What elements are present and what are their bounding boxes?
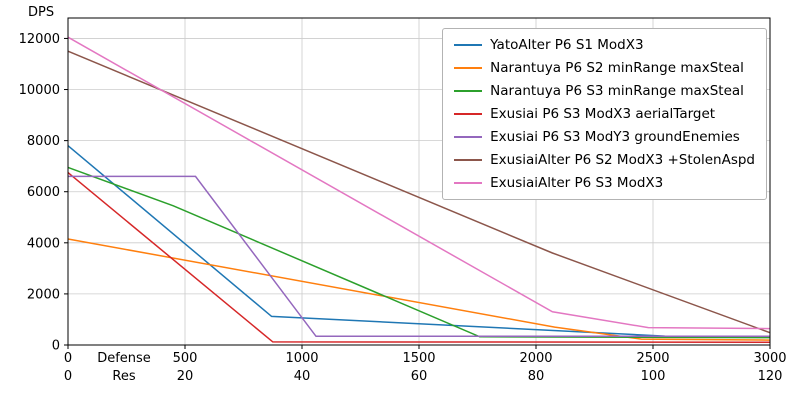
y-tick-label: 6000 (27, 185, 60, 200)
x-tick-label-res: 20 (177, 369, 194, 384)
legend-item: YatoAlter P6 S1 ModX3 (454, 36, 755, 54)
legend-label: Exusiai P6 S3 ModX3 aerialTarget (490, 106, 716, 122)
series-line-6 (67, 36, 771, 330)
y-axis-title: DPS (28, 5, 54, 20)
legend-item: Exusiai P6 S3 ModX3 aerialTarget (454, 105, 755, 123)
x-tick-label-res: 60 (411, 369, 428, 384)
x-tick-label-defense: 3000 (753, 351, 786, 366)
y-tick-label: 2000 (27, 287, 60, 302)
legend-item: ExusiaiAlter P6 S3 ModX3 (454, 174, 755, 192)
y-tick-label: 0 (52, 339, 60, 354)
series-line-1 (67, 238, 771, 341)
legend-item: Narantuya P6 S3 minRange maxSteal (454, 82, 755, 100)
y-tick-label: 12000 (19, 32, 60, 47)
legend-line-swatch (454, 90, 483, 92)
chart-legend: YatoAlter P6 S1 ModX3 Narantuya P6 S2 min… (442, 28, 767, 200)
series-line-5 (67, 50, 771, 334)
legend-label: YatoAlter P6 S1 ModX3 (490, 37, 644, 53)
x-tick-label-res: 120 (758, 369, 783, 384)
x-tick-label-defense: 1500 (402, 351, 435, 366)
series-line-4 (68, 175, 770, 338)
legend-item: Exusiai P6 S3 ModY3 groundEnemies (454, 128, 755, 146)
legend-label: Narantuya P6 S3 minRange maxSteal (490, 83, 744, 99)
legend-line-swatch (454, 159, 483, 161)
x-tick-label-defense: 1000 (285, 351, 318, 366)
x-axis-row-caption-defense: Defense (97, 351, 151, 366)
legend-line-swatch (454, 136, 483, 138)
legend-label: ExusiaiAlter P6 S2 ModX3 +StolenAspd (490, 152, 755, 168)
legend-label: Narantuya P6 S2 minRange maxSteal (490, 60, 744, 76)
series-line-2 (67, 166, 771, 339)
legend-label: ExusiaiAlter P6 S3 ModX3 (490, 175, 664, 191)
x-tick-label-defense: 500 (173, 351, 198, 366)
x-tick-label-res: 100 (641, 369, 666, 384)
legend-label: Exusiai P6 S3 ModY3 groundEnemies (490, 129, 740, 145)
x-tick-label-defense: 0 (64, 351, 72, 366)
legend-item: Narantuya P6 S2 minRange maxSteal (454, 59, 755, 77)
y-tick-label: 4000 (27, 236, 60, 251)
x-tick-label-res: 0 (64, 369, 72, 384)
y-tick-label: 10000 (19, 83, 60, 98)
x-tick-label-defense: 2500 (636, 351, 669, 366)
x-tick-label-defense: 2000 (519, 351, 552, 366)
legend-line-swatch (454, 44, 483, 46)
x-axis-row-caption-res: Res (112, 369, 135, 384)
y-tick-label: 8000 (27, 134, 60, 149)
legend-line-swatch (454, 182, 483, 184)
x-tick-label-res: 80 (528, 369, 545, 384)
legend-line-swatch (454, 113, 483, 115)
legend-line-swatch (454, 67, 483, 69)
series-line-3 (67, 172, 771, 343)
legend-item: ExusiaiAlter P6 S2 ModX3 +StolenAspd (454, 151, 755, 169)
x-tick-label-res: 40 (294, 369, 311, 384)
